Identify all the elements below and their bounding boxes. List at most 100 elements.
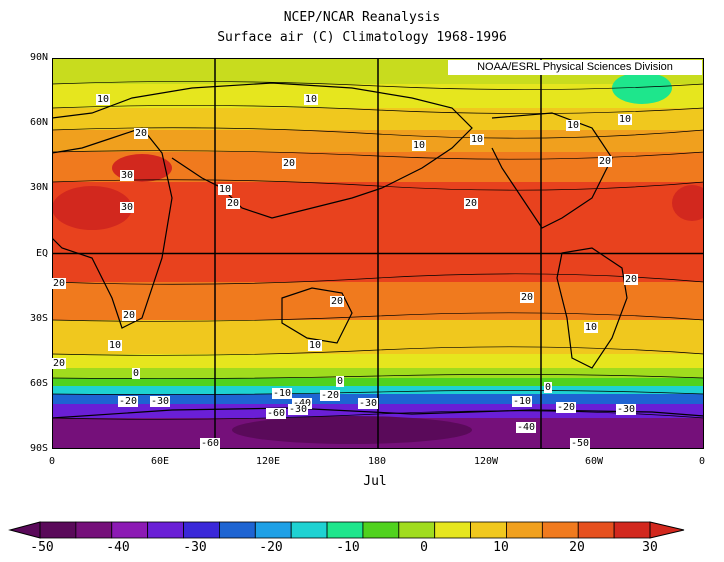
lon-tick-120w: 120W [473, 456, 499, 467]
contour-label: 10 [566, 120, 581, 131]
contour-label: 10 [584, 322, 599, 333]
contour-label: 10 [412, 140, 427, 151]
contour-label: 0 [336, 376, 345, 387]
lon-tick-60w: 60W [584, 456, 604, 467]
contour-label: -30 [288, 404, 309, 415]
antarctica-coast [52, 407, 704, 419]
contour-label: 0 [544, 382, 553, 393]
contour-label: 20 [52, 278, 67, 289]
colorbar-swatch [254, 521, 292, 539]
contour-label: 10 [108, 340, 123, 351]
contour-label: 20 [598, 156, 613, 167]
colorbar-swatch [75, 521, 113, 539]
contour-label: -40 [292, 398, 313, 409]
contour-label: -10 [272, 388, 293, 399]
contour-label: 10 [218, 184, 233, 195]
colorbar-swatch [506, 521, 543, 539]
eurasia-coast [52, 82, 473, 219]
month-label: Jul [363, 474, 387, 489]
lon-tick-0: 0 [48, 456, 56, 467]
contour-label: -50 [570, 438, 591, 449]
colorbar-swatch [111, 521, 149, 539]
contour-label: 30 [120, 170, 135, 181]
south-america-coast [556, 247, 628, 369]
contour-label: 0 [132, 368, 141, 379]
contour-label: -30 [616, 404, 637, 415]
colorbar-tick: -20 [259, 540, 283, 555]
lon-tick-0-east: 0 [698, 456, 706, 467]
contour-label: -20 [320, 390, 341, 401]
contour-label: 10 [304, 94, 319, 105]
greenland-cold [612, 72, 672, 104]
lat-tick-60n: 60N [29, 117, 48, 128]
contour-label: 20 [52, 358, 67, 369]
africa-coast [52, 127, 173, 329]
contour-label: -20 [556, 402, 577, 413]
credit-box: NOAA/ESRL Physical Sciences Division [448, 60, 702, 75]
contour-label: -60 [266, 408, 287, 419]
colorbar-tick: -30 [183, 540, 207, 555]
lat-tick-60s: 60S [29, 378, 48, 389]
contour-label: 10 [470, 134, 485, 145]
colorbar-swatch [290, 521, 328, 539]
contour-label: 20 [464, 198, 479, 209]
lat-tick-eq: EQ [35, 248, 48, 259]
colorbar-swatch [219, 521, 256, 539]
colorbar-swatch [183, 521, 220, 539]
contour-label: -20 [118, 396, 139, 407]
temperature-map: 10 10 20 30 30 20 10 20 10 20 10 10 10 2… [52, 58, 704, 449]
colorbar-swatch [362, 521, 400, 539]
lat-tick-90s: 90S [29, 443, 48, 454]
contour-label: 20 [122, 310, 137, 321]
contour-label: 20 [520, 292, 535, 303]
contour-label: -40 [516, 422, 537, 433]
colorbar-high-arrow [649, 521, 685, 539]
colorbar-tick: 0 [420, 540, 428, 555]
antarctic-core [232, 416, 472, 444]
contour-label: 20 [330, 296, 345, 307]
colorbar-tick: -40 [106, 540, 130, 555]
contour-label: 10 [308, 340, 323, 351]
lon-tick-60e: 60E [150, 456, 170, 467]
colorbar-swatch [147, 521, 184, 539]
colorbar-swatch [470, 521, 507, 539]
contour-label: 20 [282, 158, 297, 169]
colorbar-tick: -50 [30, 540, 54, 555]
contour-label: -10 [512, 396, 533, 407]
colorbar-swatch [39, 521, 77, 539]
colorbar [8, 521, 685, 539]
contour-label: -30 [358, 398, 379, 409]
contour-label: 20 [134, 128, 149, 139]
colorbar-swatch [398, 521, 436, 539]
map-canvas [52, 58, 704, 449]
chart-title: NCEP/NCAR Reanalysis [283, 10, 441, 25]
lat-tick-30n: 30N [29, 182, 48, 193]
contour-label: 20 [226, 198, 241, 209]
australia-coast [281, 287, 353, 344]
lat-tick-30s: 30S [29, 313, 48, 324]
colorbar-swatch [434, 521, 471, 539]
contour-label: -30 [150, 396, 171, 407]
colorbar-tick: 30 [642, 540, 658, 555]
colorbar-low-arrow [8, 521, 41, 539]
contour-label: 10 [618, 114, 633, 125]
colorbar-swatch [326, 521, 364, 539]
colorbar-tick: -10 [336, 540, 360, 555]
chart-subtitle: Surface air (C) Climatology 1968-1996 [217, 30, 507, 45]
contour-label: 10 [96, 94, 111, 105]
contour-label: 30 [120, 202, 135, 213]
lat-tick-90n: 90N [29, 52, 48, 63]
hot-spot-sw-usa [672, 185, 704, 221]
graticule [52, 58, 704, 449]
contour-label: -60 [200, 438, 221, 449]
colorbar-swatch [577, 521, 615, 539]
lon-tick-120e: 120E [255, 456, 281, 467]
lon-tick-180: 180 [367, 456, 387, 467]
map-border [52, 58, 704, 449]
colorbar-swatch [541, 521, 579, 539]
colorbar-tick: 20 [569, 540, 585, 555]
colorbar-swatch [613, 521, 651, 539]
colorbar-tick: 10 [493, 540, 509, 555]
hot-spot-sahara [52, 186, 132, 230]
contour-label: 20 [624, 274, 639, 285]
